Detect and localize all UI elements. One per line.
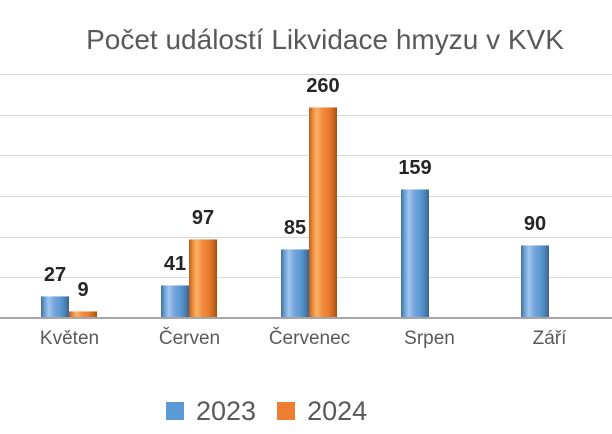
bar-2024-Květen — [69, 310, 97, 318]
data-label-2024-Květen: 9 — [77, 278, 89, 301]
bar-2023-Červenec — [281, 248, 309, 318]
data-label-2023-Září: 90 — [523, 212, 547, 235]
category-label-Červenec: Červenec — [268, 328, 351, 349]
legend-swatch-2024 — [277, 402, 296, 420]
legend-label-2023: 2023 — [196, 396, 257, 426]
category-label-Květen: Květen — [39, 328, 100, 349]
chart-title: Počet událostí Likvidace hmyzu v KVK — [86, 24, 564, 55]
bar-2023-Srpen — [401, 188, 429, 318]
gridline — [0, 74, 612, 75]
bar-2023-Září — [521, 244, 549, 318]
bar-2024-Červen — [189, 239, 217, 318]
legend-label-2024: 2024 — [307, 396, 368, 426]
data-label-2023-Červenec: 85 — [283, 216, 307, 239]
category-label-Červen: Červen — [158, 328, 221, 349]
bar-2024-Červenec — [309, 106, 337, 318]
legend-item-2024: 2024 — [277, 397, 367, 425]
data-label-2023-Červen: 41 — [163, 252, 187, 275]
gridline — [0, 155, 612, 157]
data-label-2024-Červenec: 260 — [306, 74, 340, 97]
data-label-2023-Srpen: 159 — [398, 156, 432, 179]
gridline — [0, 236, 612, 238]
legend-item-2023: 2023 — [166, 397, 256, 425]
bar-2023-Červen — [161, 284, 189, 318]
category-label-Srpen: Srpen — [404, 328, 455, 349]
legend: 2023 2024 — [166, 397, 367, 425]
gridline — [0, 196, 612, 197]
plot-area: 27 41 85 159 90 9 97 260 — [0, 74, 612, 318]
data-label-2024-Červen: 97 — [191, 207, 215, 230]
bar-2023-Květen — [41, 296, 69, 318]
gridline — [0, 114, 612, 116]
data-label-2023-Květen: 27 — [43, 264, 67, 287]
x-axis-line — [0, 317, 612, 319]
category-label-Září: Září — [532, 328, 567, 349]
legend-swatch-2023 — [166, 402, 184, 420]
